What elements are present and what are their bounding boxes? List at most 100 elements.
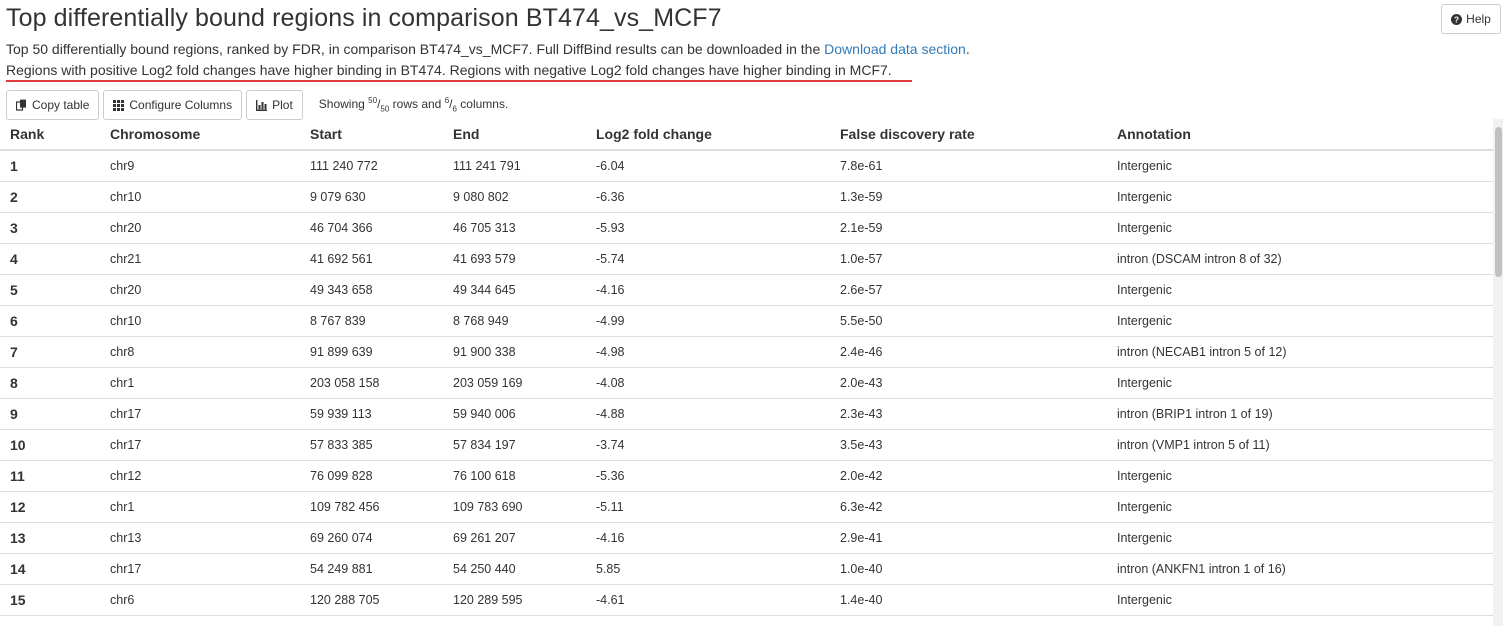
cell-end: 41 693 579 (443, 243, 586, 275)
cell-start: 91 899 639 (300, 336, 443, 368)
download-data-link[interactable]: Download data section (824, 41, 966, 57)
column-header-start[interactable]: Start (300, 119, 443, 151)
help-label: Help (1466, 12, 1491, 26)
cell-log2-fold-change: -5.36 (586, 460, 830, 492)
cell-annotation (1107, 615, 1493, 626)
cell-chromosome: chr17 (100, 553, 300, 585)
cell-annotation: Intergenic (1107, 150, 1493, 182)
showing-prefix: Showing (318, 97, 365, 112)
cell-rank: 14 (0, 553, 100, 585)
table-toolbar: Copy table Configure Columns (6, 90, 508, 120)
table-row: 16 (0, 615, 1493, 626)
description-line-2: Regions with positive Log2 fold changes … (6, 62, 892, 78)
column-header-end[interactable]: End (443, 119, 586, 151)
scrollbar-thumb[interactable] (1495, 127, 1502, 277)
cell-start: 49 343 658 (300, 274, 443, 306)
cell-end: 59 940 006 (443, 398, 586, 430)
cell-end: 91 900 338 (443, 336, 586, 368)
question-circle-icon: ? (1451, 13, 1463, 25)
cell-end: 109 783 690 (443, 491, 586, 523)
cell-fdr (830, 615, 1107, 626)
table-header-row: Rank Chromosome Start End Log2 fold chan… (0, 119, 1493, 151)
cell-fdr: 1.0e-40 (830, 553, 1107, 585)
cell-end: 54 250 440 (443, 553, 586, 585)
cell-log2-fold-change: -4.08 (586, 367, 830, 399)
cell-log2-fold-change: -4.61 (586, 584, 830, 616)
column-header-chromosome[interactable]: Chromosome (100, 119, 300, 151)
cell-fdr: 1.3e-59 (830, 181, 1107, 213)
cell-chromosome: chr13 (100, 522, 300, 554)
cell-annotation: Intergenic (1107, 367, 1493, 399)
rows-total: 50 (380, 104, 390, 114)
cell-annotation: intron (NECAB1 intron 5 of 12) (1107, 336, 1493, 368)
cell-chromosome: chr12 (100, 460, 300, 492)
svg-text:?: ? (1454, 15, 1459, 24)
cell-log2-fold-change: -5.74 (586, 243, 830, 275)
cell-start: 111 240 772 (300, 150, 443, 182)
cell-rank: 12 (0, 491, 100, 523)
cell-log2-fold-change (586, 615, 830, 626)
cell-chromosome: chr20 (100, 274, 300, 306)
help-button[interactable]: ? Help (1441, 4, 1501, 34)
cell-chromosome: chr10 (100, 181, 300, 213)
cell-annotation: Intergenic (1107, 181, 1493, 213)
configure-columns-label: Configure Columns (129, 98, 233, 112)
cell-annotation: Intergenic (1107, 584, 1493, 616)
cell-fdr: 2.3e-43 (830, 398, 1107, 430)
cell-start: 69 260 074 (300, 522, 443, 554)
cell-end: 111 241 791 (443, 150, 586, 182)
table-row: 6 chr10 8 767 839 8 768 949 -4.99 5.5e-50 Inte… (0, 305, 1493, 337)
table-row: 13 chr13 69 260 074 69 261 207 -4.16 2.9e-41 I… (0, 522, 1493, 554)
column-header-log2-fold-change[interactable]: Log2 fold change (586, 119, 830, 151)
cell-start: 76 099 828 (300, 460, 443, 492)
cell-end: 49 344 645 (443, 274, 586, 306)
description-line-1: Top 50 differentially bound regions, ran… (6, 41, 970, 57)
cell-rank: 6 (0, 305, 100, 337)
cell-rank: 3 (0, 212, 100, 244)
table-row: 2 chr10 9 079 630 9 080 802 -6.36 1.3e-59 Inte… (0, 181, 1493, 213)
results-table-container[interactable]: Rank Chromosome Start End Log2 fold chan… (0, 119, 1493, 626)
vertical-scrollbar[interactable] (1493, 119, 1503, 626)
cell-rank: 5 (0, 274, 100, 306)
cell-fdr: 7.8e-61 (830, 150, 1107, 182)
cell-rank: 15 (0, 584, 100, 616)
rows-suffix: rows and (392, 97, 442, 112)
column-header-false-discovery-rate[interactable]: False discovery rate (830, 119, 1107, 151)
column-header-annotation[interactable]: Annotation (1107, 119, 1493, 151)
cell-chromosome: chr20 (100, 212, 300, 244)
cell-rank: 1 (0, 150, 100, 182)
cell-start: 41 692 561 (300, 243, 443, 275)
cell-log2-fold-change: -4.88 (586, 398, 830, 430)
table-row: 9 chr17 59 939 113 59 940 006 -4.88 2.3e-43 in… (0, 398, 1493, 430)
copy-table-button[interactable]: Copy table (6, 90, 100, 120)
cell-fdr: 2.9e-41 (830, 522, 1107, 554)
cell-fdr: 1.0e-57 (830, 243, 1107, 275)
cell-start: 120 288 705 (300, 584, 443, 616)
cell-annotation: Intergenic (1107, 305, 1493, 337)
configure-columns-button[interactable]: Configure Columns (103, 90, 243, 120)
plot-label: Plot (272, 98, 293, 112)
cell-log2-fold-change: 5.85 (586, 553, 830, 585)
cell-fdr: 6.3e-42 (830, 491, 1107, 523)
cell-chromosome: chr21 (100, 243, 300, 275)
cell-annotation: Intergenic (1107, 460, 1493, 492)
column-header-rank[interactable]: Rank (0, 119, 100, 151)
plot-button[interactable]: Plot (246, 90, 303, 120)
cell-chromosome: chr1 (100, 491, 300, 523)
cell-rank: 13 (0, 522, 100, 554)
table-row: 15 chr6 120 288 705 120 289 595 -4.61 1.4e-40… (0, 584, 1493, 616)
cell-end (443, 615, 586, 626)
cell-log2-fold-change: -4.98 (586, 336, 830, 368)
cell-start: 8 767 839 (300, 305, 443, 337)
cell-fdr: 2.0e-43 (830, 367, 1107, 399)
cell-chromosome: chr10 (100, 305, 300, 337)
cols-shown: 6 (444, 96, 450, 106)
cell-rank: 7 (0, 336, 100, 368)
cell-start: 54 249 881 (300, 553, 443, 585)
description-text: Top 50 differentially bound regions, ran… (6, 41, 821, 57)
cell-start: 203 058 158 (300, 367, 443, 399)
cell-end: 203 059 169 (443, 367, 586, 399)
copy-table-label: Copy table (32, 98, 90, 112)
cell-start: 109 782 456 (300, 491, 443, 523)
cell-fdr: 1.4e-40 (830, 584, 1107, 616)
